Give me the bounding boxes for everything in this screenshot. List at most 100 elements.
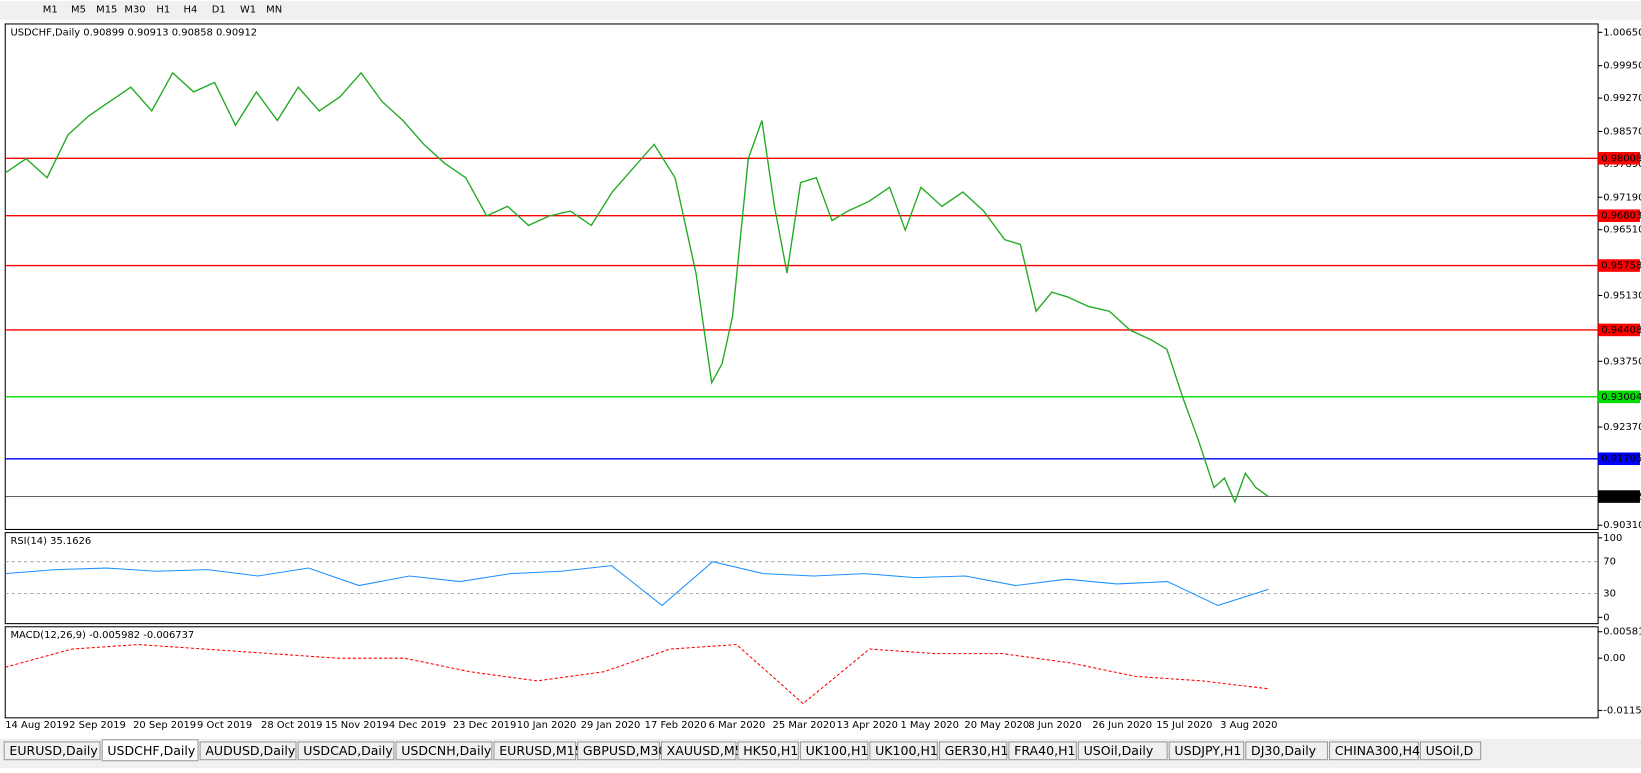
rsi-tick-label: 0 [1603, 612, 1609, 623]
tab[interactable] [1329, 741, 1419, 761]
tab-label[interactable]: USDCHF,Daily [107, 743, 196, 758]
tab[interactable] [1168, 741, 1245, 761]
timeframe-button[interactable]: M15 [96, 4, 117, 15]
timeframe-button[interactable]: W1 [240, 4, 256, 15]
date-label: 20 May 2020 [964, 720, 1029, 731]
tab-label[interactable]: USOil,Daily [1084, 743, 1154, 758]
timeframe-button[interactable]: MN [266, 4, 282, 15]
price-tick-label: 0.96510 [1603, 225, 1641, 236]
level-line-label: 0.94408 [1601, 325, 1641, 336]
tab[interactable] [1077, 741, 1168, 761]
tab[interactable] [938, 741, 1008, 761]
timeframe-button[interactable]: M30 [124, 4, 145, 15]
tab-label[interactable]: GER30,H1 [945, 743, 1009, 758]
level-line-tag [1598, 259, 1640, 272]
level-line-tag [1598, 452, 1640, 466]
macd-tick-label: 0.005818 [1603, 627, 1641, 638]
timeframe-button[interactable]: M5 [71, 4, 86, 15]
date-label: 13 Apr 2020 [837, 720, 898, 731]
tab-label[interactable]: HK50,H1 [743, 743, 798, 758]
tab-label[interactable]: USDJPY,H1 [1174, 743, 1241, 758]
tab-label[interactable]: AUDUSD,Daily [205, 743, 296, 758]
tab-label[interactable]: EURUSD,M15 [499, 743, 582, 758]
tab[interactable] [1245, 741, 1328, 761]
level-line-tag [1598, 209, 1640, 223]
price-tick-label: 0.97190 [1603, 192, 1641, 203]
tab[interactable] [395, 741, 493, 761]
tab[interactable] [297, 741, 395, 761]
timeframe-button[interactable]: H1 [156, 4, 170, 15]
date-label: 9 Oct 2019 [197, 720, 252, 731]
macd-tick-label: -0.011514 [1603, 706, 1641, 717]
date-label: 20 Sep 2019 [133, 720, 196, 731]
rsi-tick-label: 100 [1603, 533, 1622, 544]
date-label: 23 Dec 2019 [453, 720, 516, 731]
macd-tick-label: 0.00 [1603, 653, 1625, 664]
tab-label[interactable]: UK100,H1 [875, 743, 938, 758]
tab[interactable] [737, 741, 799, 761]
date-label: 2 Sep 2019 [69, 720, 126, 731]
price-tick-label: 0.90310 [1603, 520, 1641, 531]
date-label: 8 Jun 2020 [1028, 720, 1081, 731]
price-tick-label: 0.95130 [1603, 290, 1641, 301]
tab[interactable] [199, 741, 297, 761]
price-tick-label: 0.98570 [1603, 126, 1641, 137]
tab[interactable] [493, 741, 577, 761]
rsi-tick-label: 70 [1603, 557, 1616, 568]
date-label: 25 Mar 2020 [773, 720, 836, 731]
date-label: 15 Nov 2019 [325, 720, 389, 731]
price-tick-label: 1.00650 [1603, 27, 1641, 38]
tab[interactable] [1419, 741, 1482, 761]
tab-label[interactable]: GBPUSD,M30 [583, 743, 667, 758]
rsi-tick-label: 30 [1603, 588, 1616, 599]
price-pane [4, 23, 1599, 530]
tab-label[interactable]: FRA40,H1 [1014, 743, 1075, 758]
macd-pane [4, 626, 1599, 719]
timeframe-button[interactable]: M1 [43, 4, 58, 15]
current-price-line-label: 0.90912 [1601, 492, 1641, 503]
date-label: 26 Jun 2020 [1092, 720, 1152, 731]
level-line-tag [1598, 323, 1640, 337]
tab[interactable] [660, 741, 737, 761]
tab[interactable] [799, 741, 869, 761]
level-line-label: 0.95758 [1601, 261, 1641, 272]
macd-label: MACD(12,26,9) -0.005982 -0.006737 [10, 630, 194, 641]
price-tick-label: 0.92370 [1603, 422, 1641, 433]
current-price-line-tag [1598, 490, 1640, 503]
level-line-tag [1598, 152, 1640, 165]
tab[interactable] [577, 741, 660, 761]
date-label: 3 Aug 2020 [1220, 720, 1277, 731]
macd-signal [5, 644, 1269, 705]
tab-label[interactable]: USOil,D [1426, 743, 1474, 758]
timeframe-button[interactable]: H4 [184, 4, 198, 15]
date-label: 1 May 2020 [900, 720, 958, 731]
date-label: 4 Dec 2019 [389, 720, 446, 731]
level-line-label: 0.98008 [1601, 153, 1641, 164]
date-label: 28 Oct 2019 [261, 720, 322, 731]
date-label: 17 Feb 2020 [645, 720, 707, 731]
tab[interactable] [1008, 741, 1077, 761]
level-line-tag [1598, 390, 1640, 404]
price-tick-label: 0.99950 [1603, 61, 1641, 72]
tab-label[interactable]: UK100,H1 [806, 743, 869, 758]
date-label: 6 Mar 2020 [709, 720, 766, 731]
date-label: 15 Jul 2020 [1156, 720, 1212, 731]
tab[interactable] [3, 741, 101, 761]
tab-label[interactable]: DJ30,Daily [1251, 743, 1317, 758]
tab[interactable] [869, 741, 938, 761]
tab-label[interactable]: EURUSD,Daily [9, 743, 98, 758]
price-tick-label: 0.93750 [1603, 356, 1641, 367]
tab-label[interactable]: USDCAD,Daily [303, 743, 393, 758]
date-label: 29 Jan 2020 [581, 720, 641, 731]
timeframe-button[interactable]: D1 [212, 4, 226, 15]
date-label: 10 Jan 2020 [517, 720, 577, 731]
tab-label[interactable]: CHINA300,H4 [1335, 743, 1420, 758]
price-line [4, 71, 1269, 504]
rsi-line [5, 561, 1269, 607]
tab-label[interactable]: USDCNH,Daily [401, 743, 492, 758]
tab[interactable] [101, 739, 199, 762]
chart-header: USDCHF,Daily 0.90899 0.90913 0.90858 0.9… [10, 27, 257, 38]
tab-label[interactable]: XAUUSD,M5 [667, 743, 743, 758]
